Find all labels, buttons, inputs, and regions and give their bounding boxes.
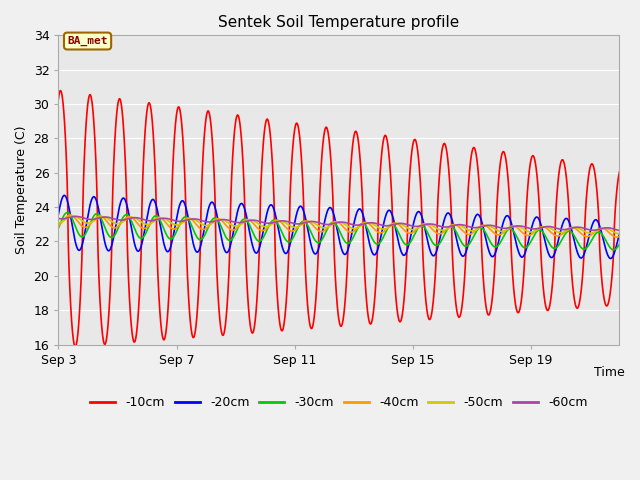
-20cm [73,244,81,250]
-40cm [418,222,426,228]
-50cm [54,220,62,226]
-40cm [73,217,81,223]
-30cm [610,247,618,253]
-10cm [54,96,62,101]
Line: -60cm: -60cm [58,216,620,230]
-60cm [616,228,623,233]
Line: -30cm: -30cm [58,213,620,250]
-30cm [418,223,426,228]
-10cm [73,338,81,344]
-10cm [72,344,79,349]
-30cm [54,225,62,231]
-60cm [54,216,62,221]
-20cm [616,231,623,237]
-50cm [418,223,426,228]
Line: -50cm: -50cm [58,216,620,234]
-50cm [73,214,81,220]
-20cm [607,256,614,262]
-10cm [616,169,623,175]
-20cm [291,216,299,222]
-50cm [298,222,306,228]
-30cm [122,212,129,218]
-30cm [574,240,582,245]
-10cm [418,219,426,225]
-60cm [291,221,299,227]
-50cm [69,213,77,219]
-50cm [574,225,582,231]
-20cm [122,198,129,204]
Line: -20cm: -20cm [58,195,620,259]
-50cm [616,231,623,237]
-20cm [574,251,582,256]
-30cm [298,219,306,225]
-30cm [73,227,81,233]
Line: -40cm: -40cm [58,215,620,237]
-60cm [73,214,81,219]
-60cm [72,214,79,219]
-30cm [63,210,71,216]
-60cm [418,223,426,228]
-10cm [57,88,65,94]
-30cm [616,241,623,247]
-40cm [122,216,129,221]
Title: Sentek Soil Temperature profile: Sentek Soil Temperature profile [218,15,460,30]
-20cm [418,214,426,220]
-10cm [292,122,300,128]
Text: BA_met: BA_met [67,36,108,46]
-40cm [67,212,74,218]
-40cm [574,228,582,233]
Line: -10cm: -10cm [58,91,620,347]
-40cm [54,223,62,228]
-60cm [574,224,582,230]
-60cm [298,221,306,227]
-10cm [122,167,129,172]
-10cm [298,164,306,170]
-40cm [612,234,620,240]
-20cm [61,192,68,198]
X-axis label: Time: Time [595,366,625,379]
Y-axis label: Soil Temperature (C): Soil Temperature (C) [15,126,28,254]
-50cm [122,217,129,223]
-50cm [291,224,299,230]
-40cm [298,220,306,226]
Legend: -10cm, -20cm, -30cm, -40cm, -50cm, -60cm: -10cm, -20cm, -30cm, -40cm, -50cm, -60cm [85,391,593,414]
-60cm [122,216,129,222]
-40cm [291,227,299,233]
-40cm [616,233,623,239]
-20cm [298,204,306,210]
-30cm [291,230,299,236]
-10cm [574,305,582,311]
-20cm [54,211,62,217]
